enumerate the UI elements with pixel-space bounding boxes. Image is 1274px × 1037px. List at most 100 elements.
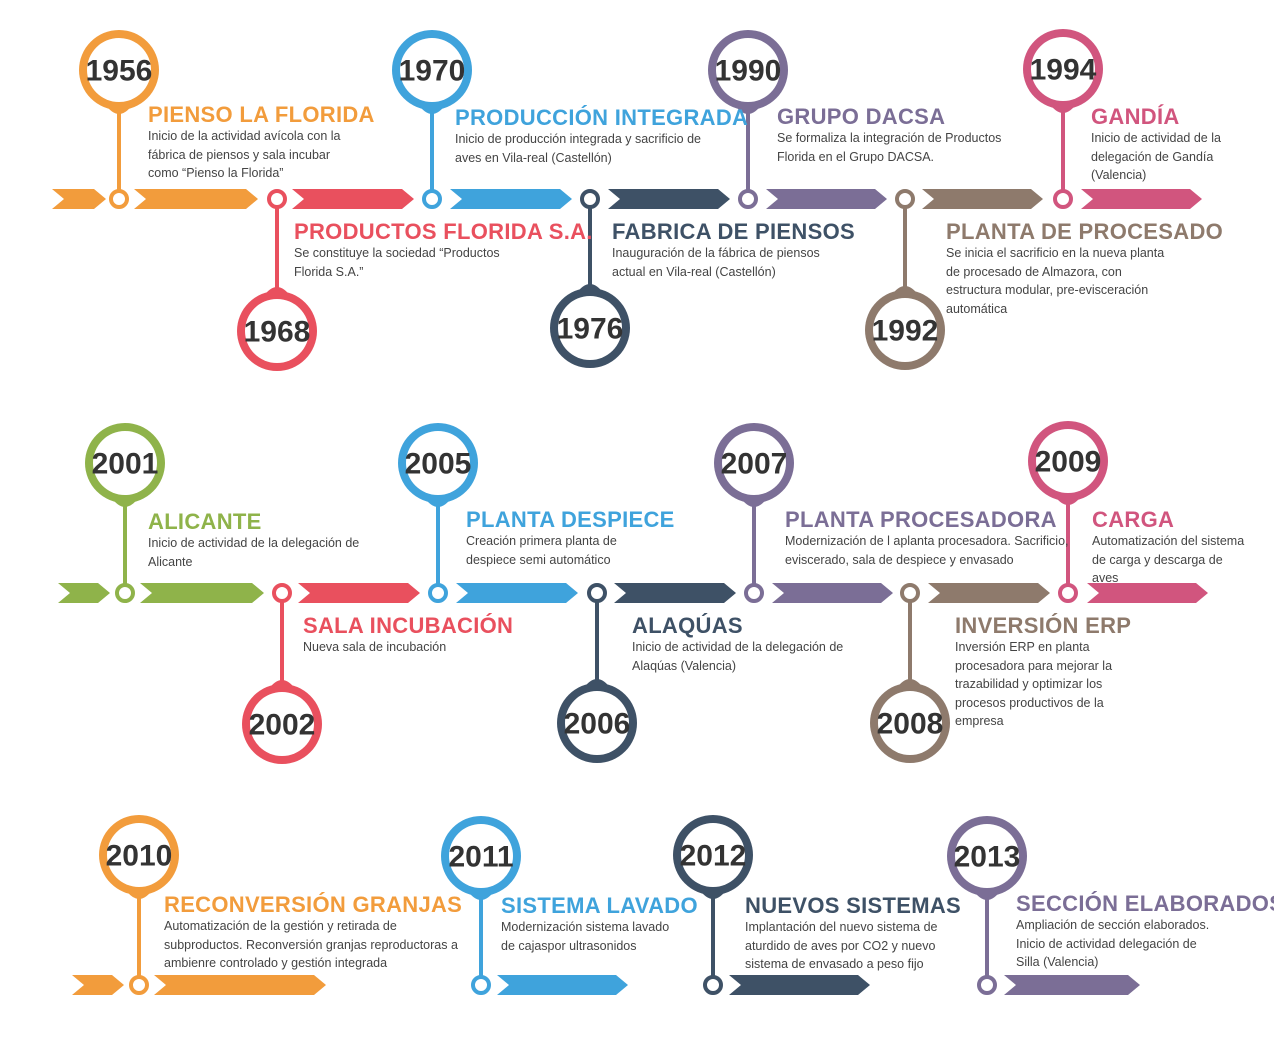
milestone-description: Modernización de l aplanta procesadora. …: [785, 534, 1069, 567]
milestone-description: Se inicia el sacrificio en la nueva plan…: [946, 246, 1165, 316]
milestone-2001: 2001: [85, 423, 165, 603]
year-label: 2011: [448, 841, 513, 874]
year-label: 2012: [680, 840, 747, 873]
year-badge-inner: [716, 38, 780, 102]
milestone-2005: 2005: [398, 423, 478, 603]
milestone-1990: 1990: [708, 30, 788, 209]
milestone-description: Automatización de la gestión y retirada …: [164, 919, 458, 970]
milestone-title: PIENSO LA FLORIDA: [148, 102, 375, 127]
timeline-node: [587, 583, 607, 603]
timeline-node: [738, 189, 758, 209]
timeline-arrow-segment: [140, 583, 264, 603]
timeline-arrow-segment: [614, 583, 736, 603]
timeline-arrow-segment: [1004, 975, 1140, 995]
timeline-arrow-segment: [134, 189, 258, 209]
milestone-title: INVERSIÓN ERP: [955, 613, 1132, 638]
milestone-title: PLANTA PROCESADORA: [785, 507, 1057, 532]
milestone-1970: 1970: [392, 30, 472, 209]
milestone-title: NUEVOS SISTEMAS: [745, 893, 961, 918]
milestone-2008: 2008: [870, 583, 950, 763]
milestone-2002: 2002: [242, 583, 322, 764]
milestone-2013: 2013: [947, 816, 1027, 995]
timeline-arrow-segment: [922, 189, 1043, 209]
year-badge-inner: [558, 296, 622, 360]
milestone-description: Inversión ERP en planta procesadora para…: [955, 640, 1113, 728]
milestone-title: GANDÍA: [1091, 104, 1180, 129]
timeline-node: [900, 583, 920, 603]
milestone-title: PRODUCTOS FLORIDA S.A.: [294, 219, 593, 244]
timeline-node: [977, 975, 997, 995]
timeline-node: [471, 975, 491, 995]
milestone-description: Se constituye la sociedad “Productos Flo…: [294, 246, 500, 279]
year-label: 2009: [1035, 446, 1102, 479]
milestone-title: PRODUCCIÓN INTEGRADA: [455, 105, 749, 130]
milestone-title: PLANTA DE PROCESADO: [946, 219, 1224, 244]
timeline-node: [129, 975, 149, 995]
milestone-1956: 1956: [79, 30, 159, 209]
milestone-title: FABRICA DE PIENSOS: [612, 219, 855, 244]
milestone-2007: 2007: [714, 423, 794, 603]
year-label: 2007: [721, 448, 788, 481]
year-label: 2013: [954, 841, 1021, 874]
milestone-1976: 1976: [550, 189, 630, 368]
milestone-1994: 1994: [1023, 29, 1103, 209]
timeline-node: [1058, 583, 1078, 603]
milestone-title: SECCIÓN ELABORADOS: [1016, 891, 1274, 916]
year-badge-inner: [681, 823, 745, 887]
timeline-arrow-segment: [292, 189, 414, 209]
year-label: 1976: [557, 313, 624, 346]
year-label: 2002: [249, 709, 316, 742]
year-badge-inner: [93, 431, 157, 495]
milestone-description: Inicio de actividad de la delegación de …: [148, 536, 360, 569]
year-label: 2005: [405, 448, 472, 481]
milestone-description: Creación primera planta de despiece semi…: [466, 534, 617, 567]
timeline-arrow-segment: [52, 189, 106, 209]
timeline-arrow-segment: [497, 975, 628, 995]
timeline-arrow-segment: [456, 583, 578, 603]
milestone-title: ALAQÚAS: [632, 613, 743, 638]
timeline-node: [109, 189, 129, 209]
milestone-1968: 1968: [237, 189, 317, 371]
timeline-arrow-segment: [608, 189, 730, 209]
year-badge-inner: [406, 431, 470, 495]
timeline-node: [1053, 189, 1073, 209]
timeline-arrow-segment: [58, 583, 110, 603]
timeline-node: [895, 189, 915, 209]
milestone-2012: 2012: [673, 815, 753, 995]
timeline-arrow-segment: [928, 583, 1050, 603]
milestone-2006: 2006: [557, 583, 637, 763]
milestone-description: Implantación del nuevo sistema de aturdi…: [745, 920, 938, 971]
year-label: 1970: [399, 55, 466, 88]
milestone-1992: 1992: [865, 189, 945, 370]
year-badge-inner: [449, 824, 513, 888]
timeline-arrow-segment: [772, 583, 893, 603]
year-label: 1992: [872, 315, 939, 348]
milestone-description: Inicio de la actividad avícola con la fá…: [148, 129, 341, 180]
year-label: 2010: [106, 840, 173, 873]
milestone-2009: 2009: [1028, 421, 1108, 603]
year-label: 2001: [92, 448, 159, 481]
milestone-title: RECONVERSIÓN GRANJAS: [164, 892, 463, 917]
milestone-description: Automatización del sistema de carga y de…: [1092, 534, 1245, 585]
milestone-2011: 2011: [441, 816, 521, 995]
timeline-node: [422, 189, 442, 209]
year-badge-inner: [722, 431, 786, 495]
year-badge-inner: [245, 299, 309, 363]
milestone-title: ALICANTE: [148, 509, 262, 534]
milestone-title: GRUPO DACSA: [777, 104, 946, 129]
year-badge-inner: [873, 298, 937, 362]
year-label: 1968: [244, 316, 311, 349]
year-badge-inner: [565, 691, 629, 755]
milestone-description: Nueva sala de incubación: [303, 640, 447, 654]
milestone-description: Inauguración de la fábrica de piensos ac…: [612, 246, 820, 279]
timeline-arrow-segment: [1081, 189, 1202, 209]
year-badge-inner: [250, 692, 314, 756]
year-badge-inner: [878, 691, 942, 755]
milestone-description: Ampliación de sección elaborados. Inicio…: [1016, 918, 1210, 969]
year-label: 1990: [715, 55, 782, 88]
year-label: 1994: [1030, 54, 1097, 87]
milestone-title: SISTEMA LAVADO: [501, 893, 698, 918]
timeline-node: [428, 583, 448, 603]
timeline-arrow-segment: [1087, 583, 1208, 603]
